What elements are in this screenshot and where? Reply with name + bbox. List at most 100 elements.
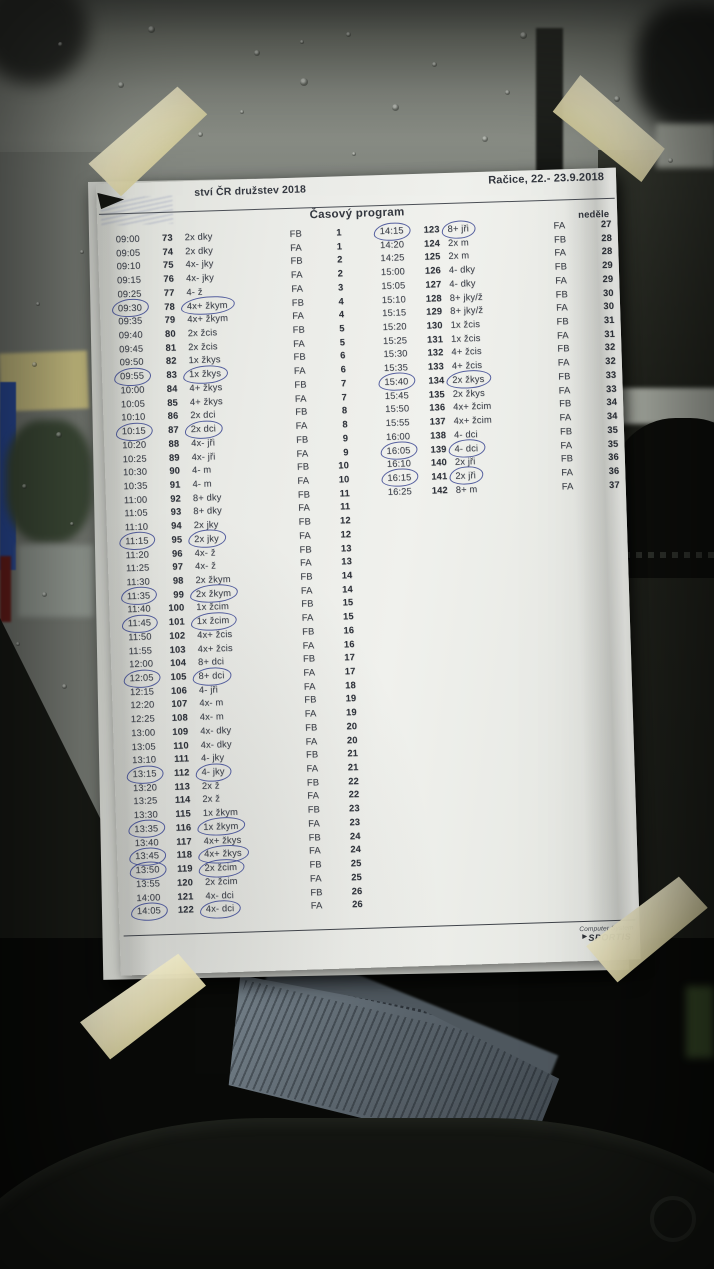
final-phase: FA [308, 845, 321, 856]
final-phase: FA [303, 667, 316, 678]
boat-class: 8+ jky/ž [450, 305, 484, 317]
raindrop [42, 592, 47, 597]
final-order: 16 [343, 624, 355, 636]
start-time: 10:35 [123, 480, 148, 492]
final-phase: FB [296, 461, 310, 473]
start-time: 15:15 [382, 307, 407, 319]
race-number: 73 [161, 232, 173, 243]
race-number: 127 [425, 279, 442, 290]
final-phase: FA [289, 242, 302, 253]
start-time: 11:05 [124, 507, 148, 519]
boat-class: 1x žkys [189, 367, 221, 382]
boat-class: 2x dci [191, 422, 217, 437]
green-reflection-blob [686, 986, 714, 1058]
race-number: 94 [170, 520, 182, 531]
race-number: 110 [173, 739, 189, 751]
start-time: 15:40 [384, 375, 408, 389]
race-number: 121 [177, 890, 194, 902]
boat-class: 4- m [192, 478, 212, 490]
final-phase: FA [292, 310, 305, 322]
race-number: 96 [171, 547, 183, 559]
final-order: 34 [606, 397, 618, 408]
chain-reflection [612, 552, 714, 558]
final-order: 17 [344, 652, 356, 663]
race-number: 131 [426, 333, 444, 345]
start-time: 13:25 [133, 795, 158, 807]
final-order: 30 [602, 287, 614, 298]
boat-class: 2x žcim [204, 861, 237, 876]
final-phase: FB [555, 288, 569, 300]
race-number: 91 [169, 479, 181, 490]
race-number: 133 [427, 361, 445, 372]
boat-class: 4x- m [199, 697, 224, 709]
final-order: 37 [608, 479, 620, 490]
bright-sky-sliver [656, 124, 714, 168]
raindrop [22, 484, 27, 489]
final-phase: FB [305, 749, 319, 760]
final-phase: FB [293, 351, 306, 363]
final-order: 22 [348, 789, 360, 800]
boat-class: 4+ žkys [189, 382, 223, 394]
boat-class: 4- dci [454, 442, 478, 456]
final-order: 11 [339, 487, 350, 499]
final-phase: FA [293, 365, 306, 377]
boat-class: 4+ žkys [189, 395, 223, 407]
final-order: 5 [339, 323, 345, 334]
raindrop [56, 432, 62, 438]
final-order: 20 [346, 734, 358, 745]
start-time: 13:50 [135, 863, 159, 877]
final-phase: FA [556, 329, 569, 341]
race-number: 104 [169, 657, 187, 669]
dark-reflection-top-right [636, 2, 714, 130]
final-phase: FA [291, 283, 304, 294]
boat-class: 8+ dky [192, 491, 222, 503]
start-time: 16:25 [387, 485, 412, 497]
final-phase: FA [298, 502, 311, 514]
pole-reflection [536, 28, 563, 174]
final-order: 7 [341, 391, 347, 403]
final-order: 17 [344, 666, 356, 677]
race-number: 93 [170, 506, 182, 518]
boat-class: 4x- ž [194, 546, 216, 558]
race-number: 115 [175, 808, 191, 820]
final-order: 29 [601, 259, 613, 271]
race-number: 101 [168, 616, 185, 628]
final-order: 12 [340, 528, 352, 540]
final-order: 23 [349, 816, 361, 828]
boat-class: 4x- jři [191, 450, 216, 462]
final-phase: FA [553, 220, 566, 231]
raindrop [300, 78, 308, 86]
race-number: 89 [168, 452, 180, 463]
race-number: 122 [177, 904, 194, 916]
race-number: 125 [424, 251, 441, 263]
boat-class: 8+ jři [447, 222, 469, 236]
start-time: 10:15 [122, 425, 146, 439]
raindrop [118, 82, 124, 88]
final-phase: FB [307, 804, 321, 815]
boat-class: 4- jky [201, 765, 225, 779]
final-phase: FB [299, 543, 312, 555]
start-time: 14:15 [379, 224, 403, 238]
final-phase: FA [297, 475, 310, 486]
final-phase: FA [304, 708, 317, 719]
raindrop [614, 96, 620, 102]
race-number: 113 [174, 781, 191, 792]
final-order: 31 [604, 328, 616, 339]
raindrop [36, 302, 40, 306]
final-phase: FA [555, 302, 568, 313]
final-order: 24 [349, 830, 361, 841]
start-time: 11:50 [128, 631, 152, 643]
start-time: 11:55 [128, 645, 153, 656]
light-patch [18, 545, 94, 617]
boat-class: 8+ dci [198, 669, 224, 684]
start-time: 12:15 [129, 686, 155, 697]
start-time: 15:25 [382, 335, 408, 346]
final-order: 32 [604, 342, 616, 353]
start-time: 09:05 [116, 247, 141, 259]
race-number: 136 [429, 402, 446, 413]
raindrop [520, 32, 527, 39]
final-phase: FB [559, 425, 573, 437]
boat-class: 2x žcis [188, 341, 218, 352]
final-order: 10 [338, 474, 350, 485]
boat-class: 4x- dky [200, 738, 232, 750]
